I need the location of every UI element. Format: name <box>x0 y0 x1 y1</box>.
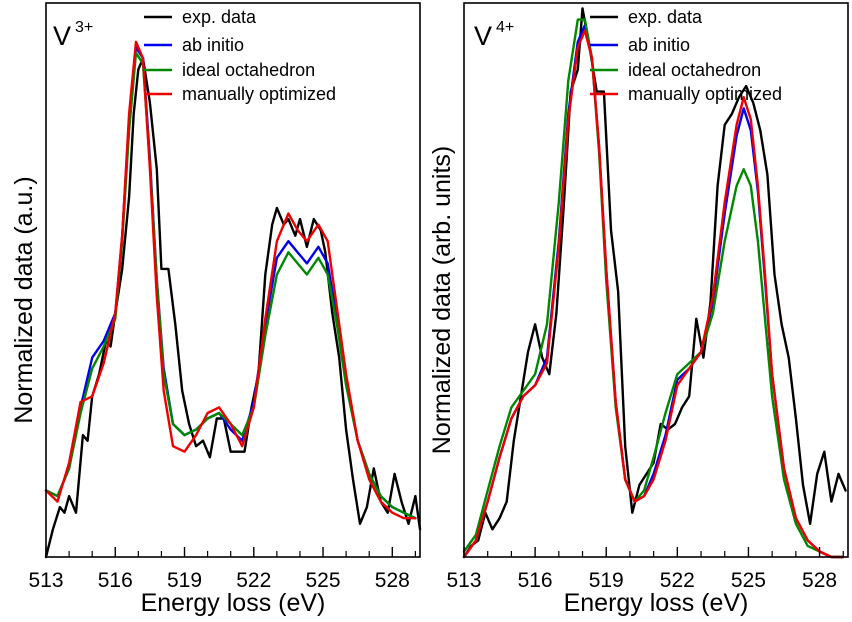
chart-panel-2: 513 516 519 522 525 528 Energy loss (eV) Normal… <box>428 2 849 617</box>
x-tick-label: 513 <box>28 569 63 592</box>
x-tick-label: 516 <box>518 569 553 592</box>
legend-label: manually optimized <box>628 84 782 104</box>
series-line-3 <box>44 51 417 520</box>
series-line-1 <box>44 57 422 559</box>
legend-label: ideal octahedron <box>182 60 315 80</box>
chart-panel-1: 513 516 519 522 525 528 Energy loss (eV) Normal… <box>10 2 422 617</box>
legend: exp. data ab initio ideal octahedron manual… <box>144 7 336 104</box>
plot-frame <box>463 2 849 558</box>
x-tick-label: 528 <box>802 569 837 592</box>
x-tick-label: 522 <box>660 569 695 592</box>
series-line-1 <box>462 7 847 559</box>
panel-label-superscript: 3+ <box>75 19 93 36</box>
series-line-3 <box>462 18 845 559</box>
x-tick-label: 528 <box>375 569 410 592</box>
panel-label-superscript: 4+ <box>496 19 514 36</box>
plot-frame <box>45 2 421 558</box>
panel-label: V <box>53 21 71 51</box>
x-tick-label: 513 <box>446 569 481 592</box>
legend-label: manually optimized <box>182 84 336 104</box>
legend-label: ab initio <box>182 35 244 55</box>
legend-label: ab initio <box>628 35 690 55</box>
series-line-4 <box>462 29 845 559</box>
series-line-4 <box>44 40 417 520</box>
legend-label: ideal octahedron <box>628 60 761 80</box>
legend: exp. data ab initio ideal octahedron manual… <box>590 7 782 104</box>
x-tick-label: 519 <box>167 569 202 592</box>
legend-label: exp. data <box>628 7 703 27</box>
legend-label: exp. data <box>182 7 257 27</box>
x-tick-label: 519 <box>589 569 624 592</box>
panel-label: V <box>474 21 492 51</box>
x-axis-title: Energy loss (eV) <box>564 589 749 617</box>
y-axis-title: Normalized data (a.u.) <box>10 176 38 423</box>
x-tick-label: 516 <box>98 569 133 592</box>
y-axis-title: Normalized data (arb. units) <box>428 146 456 454</box>
x-tick-label: 525 <box>731 569 766 592</box>
x-tick-label: 522 <box>236 569 271 592</box>
x-axis-title: Energy loss (eV) <box>141 589 326 617</box>
x-tick-label: 525 <box>306 569 341 592</box>
